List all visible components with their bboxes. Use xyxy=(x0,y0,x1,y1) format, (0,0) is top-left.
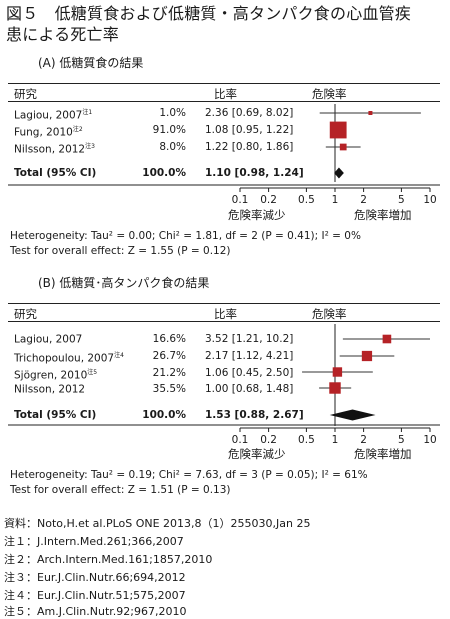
panel-a-decrease-label: 危険率減少 xyxy=(228,208,286,222)
panel-a-heterogeneity: Heterogeneity: Tau² = 0.00; Chi² = 1.81,… xyxy=(10,230,361,242)
panel-a-study-ci: 2.36 [0.69, 8.02] xyxy=(205,107,294,119)
x-tick-label: 0.1 xyxy=(232,194,249,206)
panel-b-study-ci: 1.00 [0.68, 1.48] xyxy=(205,383,294,395)
study-marker xyxy=(329,121,347,139)
x-tick-label: 2 xyxy=(360,434,367,446)
panel-a-study-weight: 8.0% xyxy=(159,141,186,153)
x-tick-label: 1 xyxy=(332,434,339,446)
panel-b-study-weight: 16.6% xyxy=(152,333,186,345)
panel-b-study-ci: 3.52 [1.21, 10.2] xyxy=(205,333,294,345)
panel-b-total-ci: 1.53 [0.88, 2.67] xyxy=(205,409,304,421)
panel-a-study-ci: 1.22 [0.80, 1.86] xyxy=(205,141,294,153)
panel-b-study-ci: 1.06 [0.45, 2.50] xyxy=(205,367,294,379)
footnote-5: 注５：Am.J.Clin.Nutr.92;967,2010 xyxy=(4,605,187,618)
panel-b-overall-effect: Test for overall effect: Z = 1.51 (P = 0… xyxy=(10,484,231,496)
panel-b-study-name: Lagiou, 2007 xyxy=(14,333,83,346)
panel-b-title: (B) 低糖質･高タンパク食の結果 xyxy=(38,276,210,290)
x-tick-label: 0.5 xyxy=(298,434,315,446)
panel-a-increase-label: 危険率増加 xyxy=(354,208,412,222)
x-tick-label: 1 xyxy=(332,194,339,206)
panel-a-header-ratio: 比率 xyxy=(214,87,237,101)
panel-b-total-weight: 100.0% xyxy=(142,409,186,421)
panel-b-study-weight: 26.7% xyxy=(152,350,186,362)
panel-b-header-study: 研究 xyxy=(14,307,37,321)
study-marker xyxy=(332,367,343,377)
x-tick-label: 2 xyxy=(360,194,367,206)
footnote-2: 注２：Arch.Intern.Med.161;1857,2010 xyxy=(4,553,213,566)
panel-b-study-name: Nilsson, 2012 xyxy=(14,383,86,396)
panel-a-header-study: 研究 xyxy=(14,87,37,101)
panel-b-study-name: Sjögren, 2010注5 xyxy=(14,369,98,382)
panel-a-study-name: Fung, 2010注2 xyxy=(14,126,83,139)
figure-title-line1: 図５ 低糖質食および低糖質・高タンパク食の心血管疾 xyxy=(6,4,412,23)
x-tick-label: 10 xyxy=(423,194,436,206)
x-tick-label: 0.5 xyxy=(298,194,315,206)
panel-a-header-rule xyxy=(8,101,440,102)
study-marker xyxy=(329,382,341,394)
panel-a-total-label: Total (95% CI) xyxy=(14,167,97,179)
panel-a-total-ci: 1.10 [0.98, 1.24] xyxy=(205,167,304,179)
panel-b-study-ci: 2.17 [1.12, 4.21] xyxy=(205,350,294,362)
panel-a-total-weight: 100.0% xyxy=(142,167,186,179)
panel-b-study-name: Trichopoulou, 2007注4 xyxy=(14,352,124,365)
panel-a-study-weight: 91.0% xyxy=(152,124,186,136)
total-diamond xyxy=(334,167,344,179)
panel-a-study-weight: 1.0% xyxy=(159,107,186,119)
panel-a-study-ci: 1.08 [0.95, 1.22] xyxy=(205,124,294,136)
footnote-3: 注３：Eur.J.Clin.Nutr.66;694,2012 xyxy=(4,571,186,584)
panel-b-increase-label: 危険率増加 xyxy=(354,447,412,461)
panel-a-study-name: Nilsson, 2012注3 xyxy=(14,143,95,156)
footnote-4: 注４：Eur.J.Clin.Nutr.51;575,2007 xyxy=(4,589,186,602)
study-marker xyxy=(339,143,347,151)
panel-b-heterogeneity: Heterogeneity: Tau² = 0.19; Chi² = 7.63,… xyxy=(10,469,368,481)
x-tick-label: 0.2 xyxy=(260,434,277,446)
study-marker xyxy=(361,350,373,362)
panel-b-total-label: Total (95% CI) xyxy=(14,409,97,421)
total-diamond xyxy=(329,409,376,421)
panel-b-decrease-label: 危険率減少 xyxy=(228,447,286,461)
panel-a-title: (A) 低糖質食の結果 xyxy=(38,56,144,70)
study-marker xyxy=(368,111,373,115)
panel-b-header-rule xyxy=(8,321,440,322)
panel-b-study-weight: 35.5% xyxy=(152,383,186,395)
panel-a-top-rule xyxy=(8,83,440,84)
panel-b-header-ratio: 比率 xyxy=(214,307,237,321)
x-tick-label: 0.2 xyxy=(260,194,277,206)
panel-a-header-risk: 危険率 xyxy=(312,87,347,101)
panel-a-overall-effect: Test for overall effect: Z = 1.55 (P = 0… xyxy=(10,245,231,257)
x-tick-label: 5 xyxy=(398,194,405,206)
x-tick-label: 0.1 xyxy=(232,434,249,446)
x-tick-label: 10 xyxy=(423,434,436,446)
footnote-source: 資料：Noto,H.et al.PLoS ONE 2013,8（1）255030… xyxy=(4,517,311,530)
panel-b-top-rule xyxy=(8,303,440,304)
panel-a-study-name: Lagiou, 2007注1 xyxy=(14,109,93,122)
footnote-1: 注１：J.Intern.Med.261;366,2007 xyxy=(4,535,184,548)
study-marker xyxy=(382,334,392,344)
panel-b-study-weight: 21.2% xyxy=(152,367,186,379)
x-tick-label: 5 xyxy=(398,434,405,446)
figure-title-line2: 患による死亡率 xyxy=(6,25,119,44)
panel-b-header-risk: 危険率 xyxy=(312,307,347,321)
